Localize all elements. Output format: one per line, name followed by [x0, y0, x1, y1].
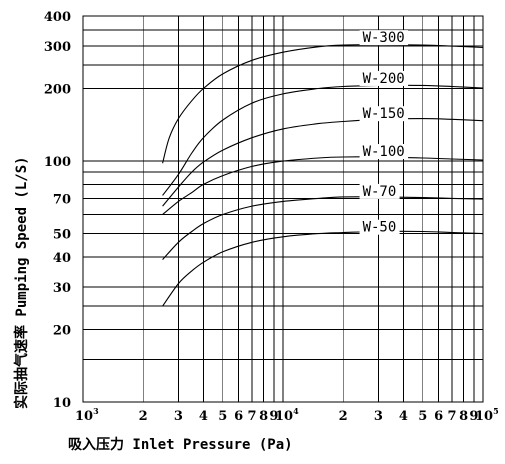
x-tick-label: 8 [259, 409, 268, 424]
y-tick-label: 100 [44, 155, 71, 170]
curves [162, 44, 484, 307]
series-labels: W-300 W-200 W-150 W-100 W-70 W-50 [359, 30, 409, 236]
y-tick-label: 20 [53, 323, 71, 338]
series-line-w-200 [162, 84, 484, 196]
y-tick-label: 10 [53, 396, 71, 411]
series-label-background [359, 183, 400, 199]
x-tick-label: 4 [399, 409, 408, 424]
y-tick-label: 70 [53, 192, 71, 207]
series-label-background [359, 30, 409, 46]
x-tick-label: 2 [339, 409, 348, 424]
series-line-w-70 [162, 196, 484, 260]
series-line-w-150 [162, 118, 484, 207]
x-tick-label: 6 [234, 409, 243, 424]
series-label-background [359, 106, 409, 122]
x-tick-label: 6 [434, 409, 443, 424]
x-tick-label: 5 [418, 409, 427, 424]
series-label-w-200: W-200 [363, 71, 405, 87]
x-tick-label: 7 [447, 409, 456, 424]
series-line-w-100 [162, 156, 484, 215]
x-tick-label: 9 [269, 409, 278, 424]
plot-frame [82, 15, 484, 403]
x-tick-label: 3 [374, 409, 383, 424]
x-tick-label: 104 [275, 406, 299, 424]
x-axis-label: 吸入压力 Inlet Pressure (Pa) [68, 436, 293, 453]
series-label-w-50: W-50 [363, 220, 397, 236]
x-tick-label: 3 [174, 409, 183, 424]
x-tick-label: 105 [475, 406, 499, 424]
series-line-w-50 [162, 230, 484, 307]
y-tick-label: 30 [53, 281, 71, 296]
x-tick-label: 2 [139, 409, 148, 424]
x-tick-label: 9 [469, 409, 478, 424]
x-tick-label: 7 [247, 409, 256, 424]
series-label-w-300: W-300 [363, 30, 405, 46]
series-label-background [359, 219, 400, 235]
y-tick-label: 300 [44, 40, 71, 55]
y-tick-label: 200 [44, 83, 71, 98]
series-label-background [359, 70, 409, 86]
x-tick-label: 8 [459, 409, 468, 424]
series-label-w-150: W-150 [363, 106, 405, 122]
x-tick-label: 5 [218, 409, 227, 424]
y-tick-label: 50 [53, 228, 71, 243]
series-label-background [359, 144, 409, 160]
series-line-w-300 [162, 44, 484, 164]
grid [83, 16, 483, 402]
y-axis-label: 实际抽气速率 Pumping Speed (L/S) [13, 156, 30, 409]
series-label-w-70: W-70 [363, 184, 397, 200]
series-label-w-100: W-100 [363, 144, 405, 160]
x-tick-label: 4 [199, 409, 208, 424]
y-tick-label: 400 [44, 10, 71, 25]
y-tick-label: 40 [53, 251, 71, 266]
x-tick-label: 103 [75, 406, 99, 424]
